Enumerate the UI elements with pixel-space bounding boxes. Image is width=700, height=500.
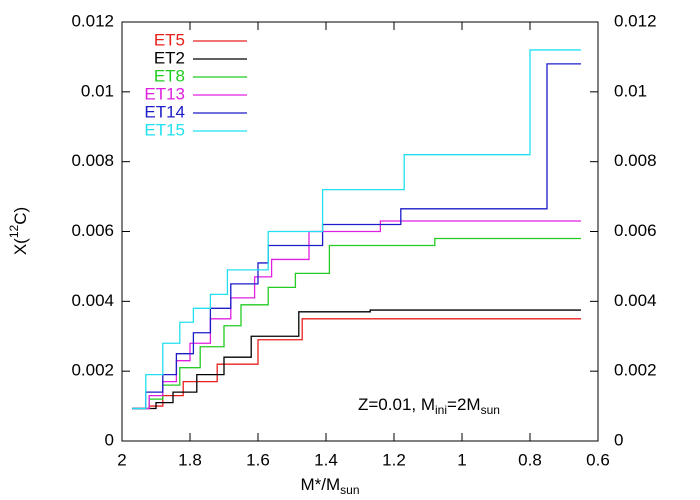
x-axis-label-part: /M xyxy=(321,475,340,494)
x-tick-label: 1.8 xyxy=(178,450,202,469)
y2-tick-label: 0.004 xyxy=(614,291,657,310)
y2-tick-label: 0.008 xyxy=(614,151,657,170)
y-tick-label: 0.002 xyxy=(71,361,114,380)
legend-label: ET2 xyxy=(154,48,185,67)
annotation-part: Z=0.01, M xyxy=(358,395,435,414)
x-axis-label-part: sun xyxy=(340,483,359,497)
y-tick-label: 0.012 xyxy=(71,11,114,30)
legend-label: ET14 xyxy=(144,102,185,121)
y-tick-label: 0.01 xyxy=(81,81,114,100)
legend-label: ET15 xyxy=(144,120,185,139)
annotation-part: =2M xyxy=(447,395,481,414)
x-axis-label-part: * xyxy=(315,475,322,494)
x-tick-label: 0.6 xyxy=(586,450,610,469)
step-line xyxy=(132,220,581,410)
y-tick-label: 0.006 xyxy=(71,221,114,240)
x-axis-label-part: M xyxy=(300,475,314,494)
x-tick-label: 2 xyxy=(117,450,126,469)
annotation-part: sun xyxy=(481,403,500,417)
y-axis-label: X(12C) xyxy=(7,207,30,255)
x-tick-label: 0.8 xyxy=(518,450,542,469)
legend-label: ET5 xyxy=(154,30,185,49)
y2-tick-label: 0.012 xyxy=(614,11,657,30)
y-tick-label: 0.008 xyxy=(71,151,114,170)
step-line xyxy=(132,49,581,410)
legend-label: ET8 xyxy=(154,66,185,85)
y-axis-label-part: X( xyxy=(11,238,30,255)
step-line xyxy=(132,318,581,410)
annotation: Z=0.01, Mini=2Msun xyxy=(358,395,500,417)
y2-tick-label: 0.006 xyxy=(614,221,657,240)
y-tick-label: 0.004 xyxy=(71,291,114,310)
x-tick-label: 1.6 xyxy=(246,450,270,469)
x-tick-label: 1 xyxy=(457,450,466,469)
step-line xyxy=(132,63,581,410)
x-axis-label: M*/Msun xyxy=(300,475,359,497)
annotation-part: ini xyxy=(435,403,447,417)
step-line xyxy=(132,309,581,410)
y-axis-label-part: C) xyxy=(11,207,30,225)
y2-tick-label: 0.01 xyxy=(614,81,647,100)
x-tick-label: 1.2 xyxy=(382,450,406,469)
y2-tick-label: 0.002 xyxy=(614,361,657,380)
legend-label: ET13 xyxy=(144,84,185,103)
step-line xyxy=(132,237,581,410)
x-tick-label: 1.4 xyxy=(314,450,338,469)
y-tick-label: 0 xyxy=(105,430,114,449)
y2-tick-label: 0 xyxy=(614,430,623,449)
y-axis-label-part: 12 xyxy=(7,224,21,238)
